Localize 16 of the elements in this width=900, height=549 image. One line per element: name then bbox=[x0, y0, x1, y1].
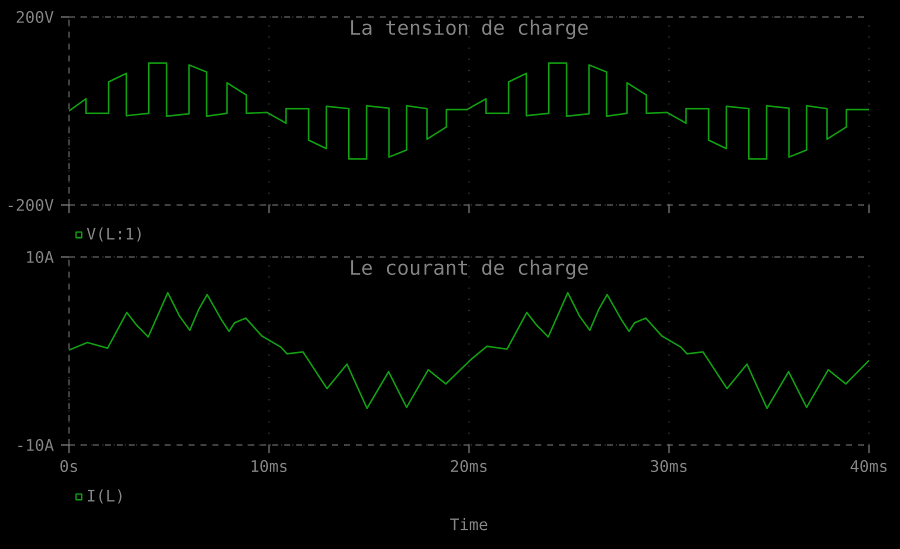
chart-title: Le courant de charge bbox=[351, 260, 588, 280]
line-series bbox=[69, 292, 869, 410]
x-tick-label: 40ms bbox=[850, 460, 887, 472]
line-series bbox=[69, 62, 869, 160]
x-axis-title: Time bbox=[450, 518, 488, 530]
legend-label: V(L:1) bbox=[86, 227, 141, 242]
y-tick-label: -200V bbox=[8, 198, 54, 212]
y-tick-label: -10A bbox=[18, 438, 54, 452]
x-tick-label: 0s bbox=[60, 460, 77, 472]
y-tick-label: 200V bbox=[16, 10, 54, 24]
x-tick-label: 20ms bbox=[450, 460, 487, 472]
x-tick-label: 30ms bbox=[650, 460, 687, 472]
legend-label: I(L) bbox=[88, 489, 122, 504]
chart-title: La tension de charge bbox=[351, 20, 588, 40]
x-tick-label: 10ms bbox=[252, 460, 287, 472]
y-tick-label: 10A bbox=[27, 250, 54, 264]
